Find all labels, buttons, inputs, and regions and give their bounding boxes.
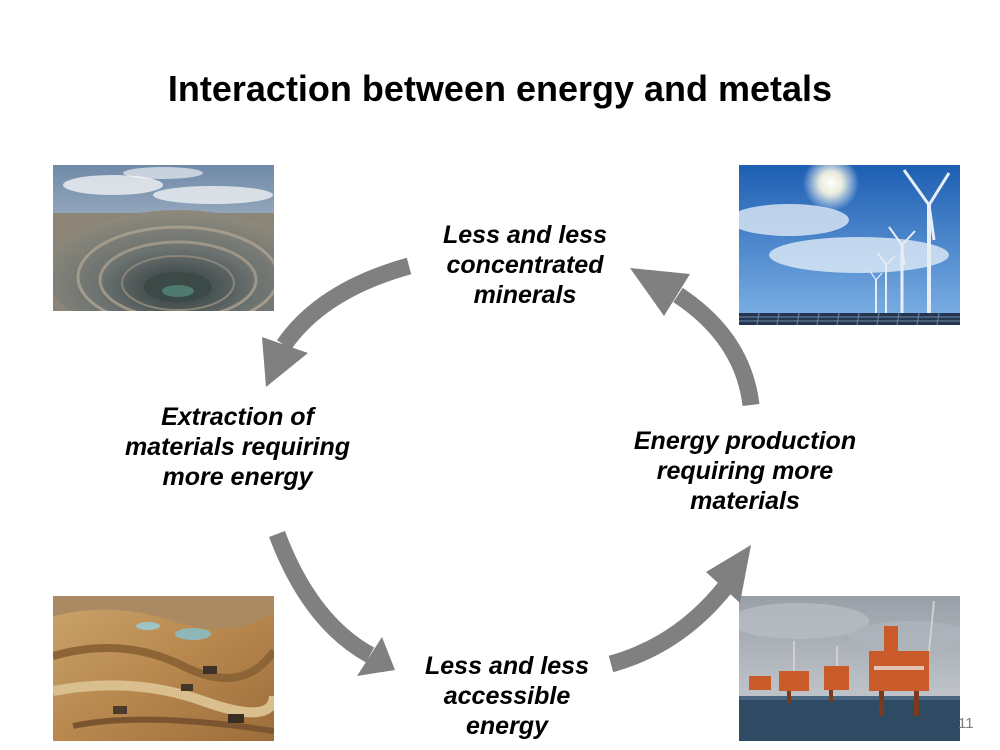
arrow-top-to-left xyxy=(277,257,412,350)
mining-excavation-site-photo xyxy=(53,596,274,741)
arrow-bottom-to-right xyxy=(608,579,734,673)
arrowhead-left xyxy=(262,337,308,387)
wind-turbines-solar-panels-photo xyxy=(739,165,960,325)
label-extraction-more-energy: Extraction of materials requiring more e… xyxy=(124,403,351,491)
offshore-oil-platforms-photo xyxy=(739,596,960,741)
slide-title: Interaction between energy and metals xyxy=(167,68,833,109)
arrowhead-bottom xyxy=(357,637,395,676)
arrowhead-right xyxy=(706,545,751,603)
arrow-left-to-bottom xyxy=(269,531,375,663)
slide-number: 11 xyxy=(958,715,974,732)
label-less-accessible-energy: Less and less accessible energy xyxy=(425,652,589,740)
arrowhead-top xyxy=(630,268,690,316)
open-pit-mine-photo xyxy=(53,165,274,311)
label-less-concentrated-minerals: Less and less concentrated minerals xyxy=(443,221,607,309)
arrow-right-to-top xyxy=(673,287,760,407)
label-energy-production-more-materials: Energy production requiring more materia… xyxy=(633,427,857,515)
